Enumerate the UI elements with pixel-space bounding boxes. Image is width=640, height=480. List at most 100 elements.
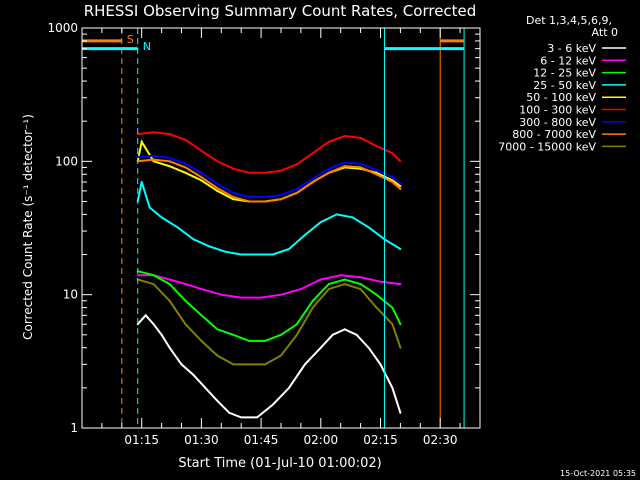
data-point — [359, 162, 362, 165]
data-point — [184, 323, 187, 326]
data-point — [391, 181, 394, 183]
series-line-8 — [137, 278, 402, 366]
data-point — [379, 363, 382, 366]
data-point — [168, 157, 171, 159]
y-axis-label: Corrected Count Rate (s⁻¹ detector⁻¹) — [21, 114, 35, 340]
data-point — [331, 333, 334, 336]
data-point — [152, 283, 155, 286]
data-point — [375, 173, 378, 176]
data-point — [399, 188, 402, 190]
series-line-2 — [137, 270, 402, 342]
data-point — [343, 161, 346, 164]
x-axis-label: Start Time (01-Jul-10 01:00:02) — [178, 456, 381, 471]
data-point — [399, 160, 402, 163]
data-point — [264, 363, 267, 366]
y-tick-label: 1000 — [47, 21, 78, 35]
data-point — [351, 216, 354, 219]
legend-entry-label: 25 - 50 keV — [533, 79, 596, 92]
data-point — [148, 206, 151, 209]
x-tick-label: 01:15 — [124, 433, 159, 447]
data-point — [248, 171, 251, 174]
data-point — [391, 386, 394, 389]
data-point — [295, 188, 298, 190]
data-point — [280, 193, 282, 196]
data-point — [303, 234, 306, 236]
data-point — [152, 154, 155, 157]
data-point — [220, 293, 223, 296]
data-point — [152, 274, 155, 277]
data-point — [216, 354, 219, 357]
plot-area — [136, 131, 402, 419]
data-point — [327, 167, 330, 170]
data-point — [160, 333, 163, 336]
legend-header-line: Det 1,3,4,5,6,9, — [526, 14, 612, 27]
data-point — [200, 171, 203, 174]
data-point — [391, 306, 394, 309]
x-tick-label: 02:15 — [363, 433, 398, 447]
data-point — [391, 176, 394, 179]
data-point — [240, 296, 243, 299]
data-point — [240, 253, 243, 256]
data-point — [256, 416, 259, 419]
data-point — [295, 191, 298, 194]
data-point — [184, 171, 187, 174]
data-point — [232, 191, 235, 194]
data-point — [295, 333, 298, 336]
axes: 1 10 100 1000 01:15 01:30 01:45 02:00 02:15 02:30 — [47, 21, 481, 447]
data-point — [359, 276, 362, 279]
data-point — [399, 411, 402, 414]
data-point — [359, 166, 362, 169]
legend-entry-label: 50 - 100 keV — [526, 91, 596, 104]
data-point — [264, 339, 267, 342]
y-tick-label: 1 — [70, 421, 78, 435]
data-point — [216, 328, 219, 331]
data-point — [311, 152, 314, 155]
data-point — [375, 169, 378, 172]
data-point — [375, 293, 378, 296]
legend-header-line: Att 0 — [592, 26, 618, 39]
data-point — [180, 363, 183, 366]
data-point — [343, 278, 346, 281]
data-point — [399, 346, 402, 349]
data-point — [152, 323, 155, 326]
data-point — [327, 140, 330, 143]
data-point — [232, 196, 235, 198]
data-point — [399, 283, 402, 286]
data-point — [216, 187, 219, 190]
data-point — [184, 162, 187, 165]
data-point — [399, 323, 402, 326]
annotation-layer: SN — [82, 28, 465, 428]
data-point — [168, 133, 171, 136]
data-point — [248, 196, 251, 198]
data-point — [200, 314, 203, 317]
data-point — [367, 346, 370, 349]
data-point — [200, 149, 203, 152]
data-point — [160, 216, 163, 219]
data-point — [399, 185, 402, 188]
legend-entry-label: 7000 - 15000 keV — [498, 140, 596, 153]
data-point — [335, 213, 338, 216]
legend-entry-label: 12 - 25 keV — [533, 67, 596, 80]
data-point — [359, 288, 362, 291]
data-point — [264, 200, 267, 203]
y-tick-label: 100 — [55, 154, 78, 168]
data-point — [280, 169, 282, 172]
x-tick-label: 01:30 — [184, 433, 219, 447]
data-point — [319, 278, 322, 281]
data-point — [240, 416, 243, 419]
data-point — [168, 283, 171, 286]
data-point — [311, 181, 314, 183]
data-point — [319, 346, 322, 349]
x-tick-label: 02:30 — [423, 433, 458, 447]
data-point — [280, 333, 282, 336]
footer-timestamp: 15-Oct-2021 05:35 — [560, 469, 636, 478]
data-point — [248, 339, 251, 342]
data-point — [319, 221, 322, 224]
legend-entry-label: 3 - 6 keV — [547, 42, 596, 55]
data-point — [152, 160, 155, 163]
series-line-7 — [137, 158, 402, 203]
data-point — [399, 182, 402, 185]
data-point — [272, 253, 274, 256]
